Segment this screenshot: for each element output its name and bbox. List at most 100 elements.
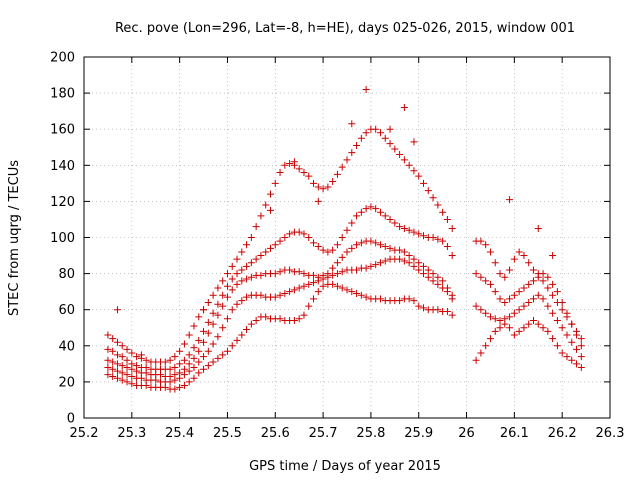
data-point (123, 371, 131, 379)
data-point (482, 342, 490, 350)
data-point (367, 262, 375, 270)
data-point (496, 317, 504, 325)
data-point (357, 291, 365, 299)
data-point (252, 255, 260, 263)
data-point (214, 354, 222, 362)
data-point (176, 383, 184, 391)
data-point (113, 306, 121, 314)
data-point (386, 125, 394, 133)
data-point (415, 230, 423, 238)
data-point (185, 378, 193, 386)
data-point (553, 288, 561, 296)
x-tick-label: 25.9 (404, 426, 433, 441)
data-point (113, 360, 121, 368)
x-tick-label: 25.7 (309, 426, 338, 441)
y-tick-label: 20 (58, 375, 75, 390)
data-point (544, 284, 552, 292)
data-point (243, 293, 251, 301)
data-point (266, 244, 274, 252)
x-tick-label: 25.8 (356, 426, 385, 441)
data-point (549, 291, 557, 299)
data-point (415, 172, 423, 180)
data-point (477, 349, 485, 357)
data-point (171, 353, 179, 361)
data-point (190, 374, 198, 382)
data-point (420, 179, 428, 187)
data-point (506, 266, 514, 274)
data-point (310, 279, 318, 287)
x-tick-label: 26.3 (596, 426, 625, 441)
data-point (137, 351, 145, 359)
data-point (367, 237, 375, 245)
data-point (544, 273, 552, 281)
data-point (410, 138, 418, 146)
data-point (568, 338, 576, 346)
data-point (525, 320, 533, 328)
data-point (357, 239, 365, 247)
data-point (247, 273, 255, 281)
data-point (128, 380, 136, 388)
data-point (573, 331, 581, 339)
data-point (400, 248, 408, 256)
data-point (338, 163, 346, 171)
data-point (305, 302, 313, 310)
data-point (228, 275, 236, 283)
data-point (563, 331, 571, 339)
data-point (544, 302, 552, 310)
data-point (185, 367, 193, 375)
data-point (381, 212, 389, 220)
data-point (381, 243, 389, 251)
data-point (448, 291, 456, 299)
data-point (429, 277, 437, 285)
data-point (448, 224, 456, 232)
data-point (209, 320, 217, 328)
data-point (314, 243, 322, 251)
axis-ticks (83, 56, 611, 419)
data-point (424, 273, 432, 281)
data-point (343, 156, 351, 164)
y-tick-label: 100 (50, 231, 75, 246)
data-point (510, 309, 518, 317)
data-point (166, 356, 174, 364)
data-point (525, 298, 533, 306)
data-point (243, 326, 251, 334)
data-point (410, 297, 418, 305)
data-point (376, 129, 384, 137)
data-point (219, 302, 227, 310)
data-point (271, 241, 279, 249)
data-point (171, 363, 179, 371)
data-point (204, 329, 212, 337)
data-point (200, 306, 208, 314)
data-point (415, 266, 423, 274)
data-point (324, 270, 332, 278)
data-point (223, 282, 231, 290)
data-point (176, 360, 184, 368)
chart-title: Rec. pove (Lon=296, Lat=-8, h=HE), days … (115, 21, 575, 36)
data-point (118, 369, 126, 377)
data-point (333, 259, 341, 267)
data-point (529, 295, 537, 303)
y-tick-label: 40 (58, 339, 75, 354)
data-point (166, 365, 174, 373)
data-point (515, 288, 523, 296)
data-point (491, 315, 499, 323)
data-point (338, 268, 346, 276)
data-point (573, 345, 581, 353)
data-point (353, 289, 361, 297)
data-point (209, 309, 217, 317)
data-point (233, 280, 241, 288)
data-point (386, 140, 394, 148)
data-point (400, 104, 408, 112)
data-point (185, 331, 193, 339)
data-point (109, 358, 117, 366)
data-point (262, 248, 270, 256)
data-point (214, 300, 222, 308)
data-point (333, 282, 341, 290)
data-point (310, 271, 318, 279)
data-point (472, 356, 480, 364)
data-point (276, 268, 284, 276)
data-point (439, 237, 447, 245)
data-point (262, 313, 270, 321)
data-point (529, 317, 537, 325)
data-point (415, 302, 423, 310)
